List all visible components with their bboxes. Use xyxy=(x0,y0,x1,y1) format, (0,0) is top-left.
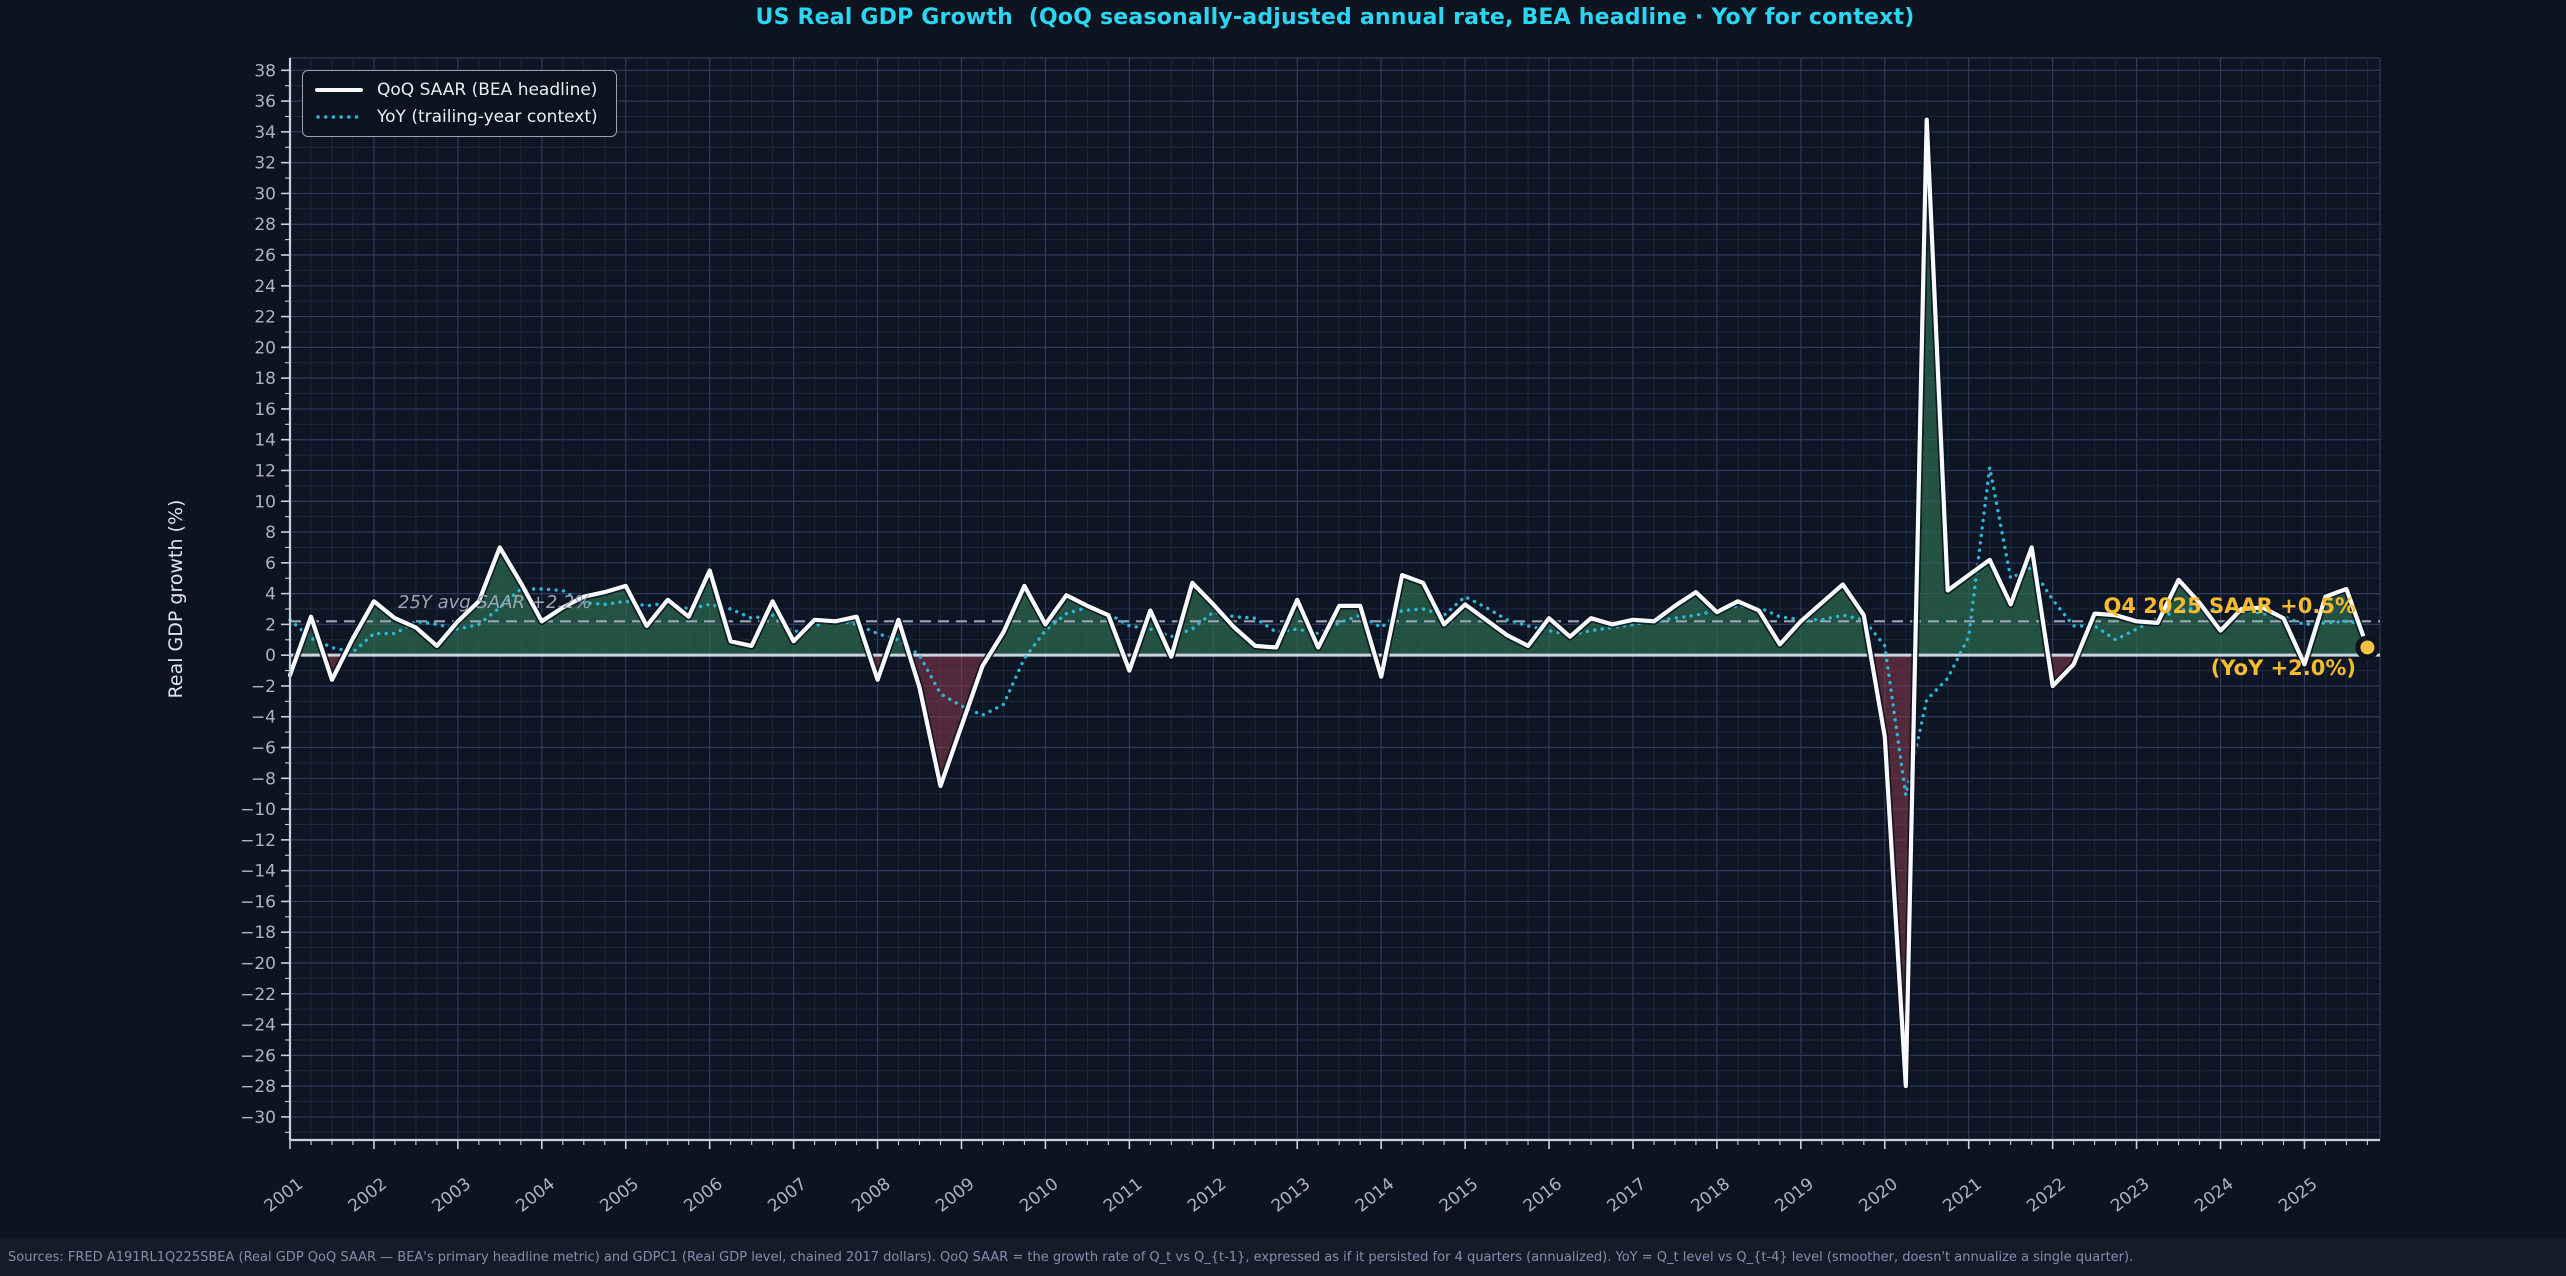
svg-text:38: 38 xyxy=(254,61,276,81)
qoq-saar-line xyxy=(287,117,2370,1089)
svg-text:−14: −14 xyxy=(240,862,276,882)
svg-text:2020: 2020 xyxy=(1855,1174,1901,1216)
svg-text:8: 8 xyxy=(265,523,276,543)
axis-ticks xyxy=(281,69,2306,1149)
axis-minor-ticks xyxy=(285,85,2368,1145)
svg-text:−24: −24 xyxy=(240,1016,276,1036)
svg-text:4: 4 xyxy=(265,585,276,605)
svg-text:2008: 2008 xyxy=(848,1174,894,1216)
svg-text:−8: −8 xyxy=(251,769,276,789)
svg-text:32: 32 xyxy=(254,154,276,174)
svg-text:18: 18 xyxy=(254,369,276,389)
svg-text:−18: −18 xyxy=(240,923,276,943)
svg-text:2013: 2013 xyxy=(1268,1174,1314,1216)
sources-footer: Sources: FRED A191RL1Q225SBEA (Real GDP … xyxy=(0,1238,2566,1276)
svg-text:2024: 2024 xyxy=(2191,1174,2237,1216)
solid-line-icon xyxy=(315,88,363,92)
svg-text:2011: 2011 xyxy=(1100,1174,1146,1216)
svg-text:2019: 2019 xyxy=(1772,1174,1818,1216)
svg-text:−26: −26 xyxy=(240,1046,276,1066)
svg-text:−16: −16 xyxy=(240,892,276,912)
svg-text:2: 2 xyxy=(265,615,276,635)
svg-text:2004: 2004 xyxy=(512,1174,558,1216)
svg-text:6: 6 xyxy=(265,554,276,574)
svg-text:26: 26 xyxy=(254,246,276,266)
svg-text:2021: 2021 xyxy=(1939,1174,1985,1216)
svg-text:24: 24 xyxy=(254,277,276,297)
svg-text:2018: 2018 xyxy=(1688,1174,1734,1216)
svg-text:−2: −2 xyxy=(251,677,276,697)
svg-text:−20: −20 xyxy=(240,954,276,974)
svg-text:2017: 2017 xyxy=(1604,1174,1650,1216)
svg-text:2014: 2014 xyxy=(1352,1174,1398,1216)
svg-text:2023: 2023 xyxy=(2107,1174,2153,1216)
legend-item-qoq: QoQ SAAR (BEA headline) xyxy=(315,80,598,100)
svg-text:22: 22 xyxy=(254,308,276,328)
svg-text:−10: −10 xyxy=(240,800,276,820)
svg-text:36: 36 xyxy=(254,92,276,112)
svg-text:34: 34 xyxy=(254,123,276,143)
annotation-line1: Q4 2025 SAAR +0.5% xyxy=(2103,594,2356,618)
svg-text:2005: 2005 xyxy=(596,1174,642,1216)
svg-text:20: 20 xyxy=(254,338,276,358)
legend-item-yoy: YoY (trailing-year context) xyxy=(315,107,598,127)
svg-text:2016: 2016 xyxy=(1520,1174,1566,1216)
sources-text: Sources: FRED A191RL1Q225SBEA (Real GDP … xyxy=(8,1249,2134,1265)
svg-text:−12: −12 xyxy=(240,831,276,851)
legend-label-yoy: YoY (trailing-year context) xyxy=(377,107,598,127)
svg-text:16: 16 xyxy=(254,400,276,420)
svg-text:2003: 2003 xyxy=(429,1174,475,1216)
svg-text:2025: 2025 xyxy=(2275,1174,2321,1216)
latest-quarter-annotation: Q4 2025 SAAR +0.5% (YoY +2.0%) xyxy=(2104,591,2356,684)
svg-text:2022: 2022 xyxy=(2023,1174,2069,1216)
svg-text:28: 28 xyxy=(254,215,276,235)
svg-text:−4: −4 xyxy=(251,708,276,728)
svg-text:−6: −6 xyxy=(251,739,276,759)
legend: QoQ SAAR (BEA headline) YoY (trailing-ye… xyxy=(302,70,617,137)
svg-text:2010: 2010 xyxy=(1016,1174,1062,1216)
svg-text:2006: 2006 xyxy=(680,1174,726,1216)
svg-text:−30: −30 xyxy=(240,1108,276,1128)
svg-text:12: 12 xyxy=(254,461,276,481)
svg-text:10: 10 xyxy=(254,492,276,512)
svg-text:14: 14 xyxy=(254,431,276,451)
x-tick-labels: 2001 2002 2003 2004 2005 2006 2007 2008 2009 2010… xyxy=(261,1174,2322,1216)
annotation-line2: (YoY +2.0%) xyxy=(2210,656,2356,680)
svg-text:2002: 2002 xyxy=(345,1174,391,1216)
svg-text:2001: 2001 xyxy=(261,1174,307,1216)
positive-growth-area xyxy=(297,119,2368,656)
chart-title: US Real GDP Growth (QoQ seasonally-adjus… xyxy=(755,5,1915,30)
grid-major xyxy=(289,58,2380,1140)
svg-text:−22: −22 xyxy=(240,985,276,1005)
last-point-marker xyxy=(2355,635,2380,660)
y-tick-labels: 38363432302826242220181614121086420−2−4−… xyxy=(240,61,276,1128)
svg-text:2015: 2015 xyxy=(1436,1174,1482,1216)
svg-text:2009: 2009 xyxy=(932,1174,978,1216)
avg-saar-label: 25Y avg SAAR +2.2% xyxy=(398,592,592,613)
legend-label-qoq: QoQ SAAR (BEA headline) xyxy=(377,80,598,100)
svg-text:2007: 2007 xyxy=(764,1174,810,1216)
y-axis-label: Real GDP growth (%) xyxy=(165,499,187,699)
svg-text:30: 30 xyxy=(254,184,276,204)
svg-text:0: 0 xyxy=(265,646,276,666)
svg-text:2012: 2012 xyxy=(1184,1174,1230,1216)
dotted-line-icon xyxy=(316,115,363,119)
svg-text:−28: −28 xyxy=(240,1077,276,1097)
